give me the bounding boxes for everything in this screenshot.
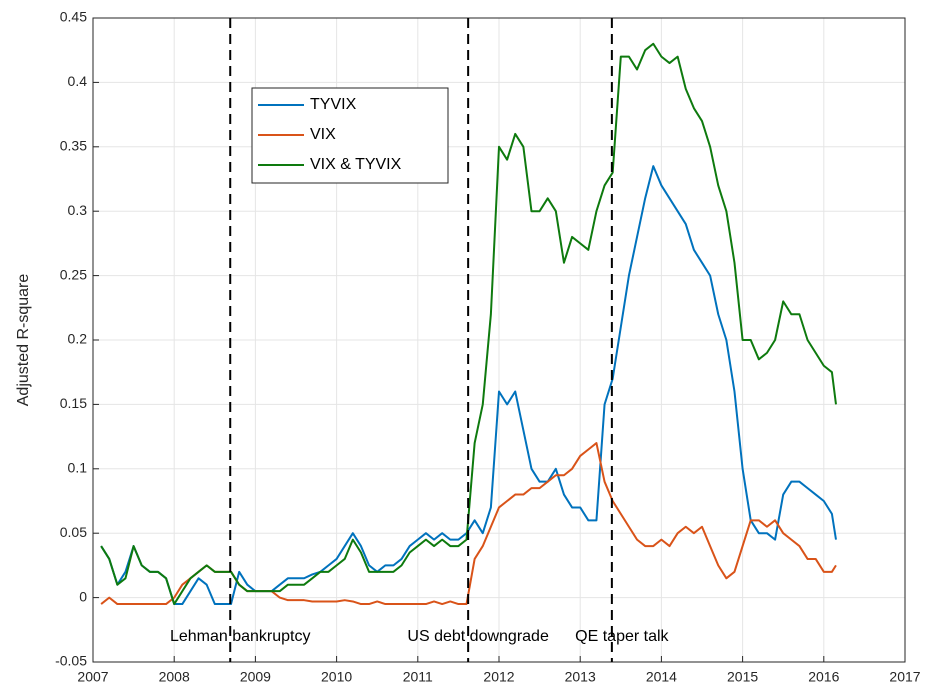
plot-frame — [92, 17, 906, 663]
series-line — [100, 42, 837, 606]
x-tick-label: 2013 — [565, 669, 596, 685]
x-tick-label: 2011 — [403, 669, 433, 685]
x-tick-label: 2009 — [240, 669, 271, 685]
event-label: QE taper talk — [575, 628, 669, 645]
x-tick-label: 2017 — [889, 669, 920, 685]
y-tick-label: 0.1 — [68, 460, 88, 476]
y-tick-label: 0.2 — [68, 331, 88, 347]
x-tick-label: 2008 — [159, 669, 190, 685]
x-tick-label: 2012 — [483, 669, 514, 685]
x-tick-label: 2010 — [321, 669, 352, 685]
y-tick-label: 0.4 — [68, 73, 88, 89]
event-label: US debt downgrade — [407, 628, 549, 645]
y-tick-label: 0.35 — [60, 138, 87, 154]
x-tick-label: 2015 — [727, 669, 758, 685]
event-label: Lehman bankruptcy — [170, 628, 311, 645]
y-tick-label: 0.15 — [60, 395, 87, 411]
legend-label: TYVIX — [310, 96, 357, 113]
x-tick-label: 2016 — [808, 669, 839, 685]
legend-label: VIX & TYVIX — [310, 156, 402, 173]
y-tick-label: 0 — [79, 588, 87, 604]
y-axis-label: Adjusted R-square — [15, 274, 32, 407]
series-line — [100, 165, 837, 606]
x-tick-label: 2014 — [646, 669, 677, 685]
legend-label: VIX — [310, 126, 336, 143]
y-tick-label: 0.3 — [68, 202, 88, 218]
y-tick-label: 0.25 — [60, 266, 87, 282]
y-tick-label: -0.05 — [55, 653, 87, 669]
x-tick-label: 2007 — [77, 669, 108, 685]
y-tick-label: 0.05 — [60, 524, 87, 540]
y-tick-label: 0.45 — [60, 9, 87, 25]
